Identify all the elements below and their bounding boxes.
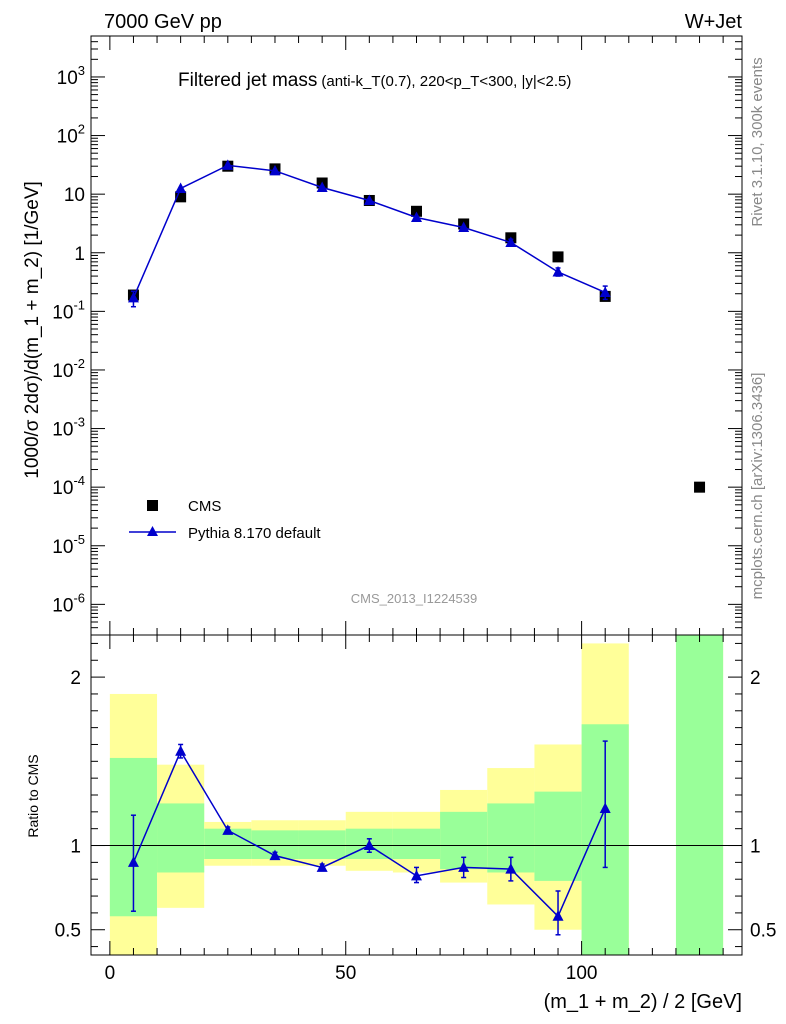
header-left: 7000 GeV pp xyxy=(104,11,222,33)
ratio-ticks: 0.5 0.5 1 1 2 2 0 50 100 xyxy=(55,635,776,984)
ratio-point xyxy=(316,861,328,872)
cms-point xyxy=(552,251,564,263)
legend-marker-mc xyxy=(147,526,158,536)
main-data-marks xyxy=(127,159,706,493)
x-tick-label: 50 xyxy=(335,963,356,984)
x-tick-label: 100 xyxy=(566,963,598,984)
main-y-tick-label: 10-5 xyxy=(52,532,85,558)
legend: CMS Pythia 8.170 default xyxy=(129,498,321,542)
ratio-point xyxy=(269,849,281,861)
pythia-point xyxy=(458,221,470,232)
ratio-point xyxy=(458,861,470,872)
ratio-point xyxy=(175,745,187,756)
ratio-data-marks xyxy=(127,740,611,936)
main-y-tick-label: 10 xyxy=(64,185,85,206)
cms-point xyxy=(411,205,422,217)
legend-label-mc: Pythia 8.170 default xyxy=(188,525,321,542)
ratio-y-tick-label: 1 xyxy=(70,837,81,858)
ratio-y-tick-label: 2 xyxy=(70,668,81,689)
chart-title-main: Filtered jet mass xyxy=(178,70,317,91)
main-y-tick-label: 10-4 xyxy=(52,473,85,499)
pythia-point xyxy=(599,286,611,297)
ratio-band-inner xyxy=(675,635,724,955)
header-right: W+Jet xyxy=(685,11,743,33)
main-y-tick-label: 10-6 xyxy=(52,590,85,616)
ratio-y-tick-label-right: 1 xyxy=(750,837,761,858)
main-y-tick-label: 10-3 xyxy=(52,415,85,441)
pythia-point xyxy=(411,211,422,222)
ratio-band-inner xyxy=(298,830,346,859)
ratio-uncertainty-bands xyxy=(109,635,724,955)
pythia-point xyxy=(222,159,234,170)
legend-label-cms: CMS xyxy=(188,498,221,515)
ratio-band-inner xyxy=(157,803,205,873)
cms-point xyxy=(175,191,187,203)
main-y-tick-label: 10-1 xyxy=(52,297,85,323)
ratio-band-inner xyxy=(534,791,582,881)
ratio-point xyxy=(127,856,139,867)
pythia-line xyxy=(132,164,606,299)
ratio-point xyxy=(599,802,611,813)
side-label-top: Rivet 3.1.10, 300k events xyxy=(749,57,766,226)
ratio-point xyxy=(552,910,564,921)
pythia-point xyxy=(552,265,564,277)
main-y-tick-label: 102 xyxy=(57,122,85,148)
chart-title-detail: (anti-k_T(0.7), 220<p_T<300, |y|<2.5) xyxy=(321,73,571,90)
pythia-point xyxy=(127,291,139,303)
pythia-point xyxy=(269,164,281,176)
main-y-tick-label: 103 xyxy=(57,63,85,89)
ratio-point xyxy=(505,863,517,874)
ratio-y-tick-label-right: 0.5 xyxy=(750,921,776,942)
ratio-y-tick-label: 0.5 xyxy=(55,921,81,942)
ratio-y-tick-label-right: 2 xyxy=(750,668,761,689)
ratio-point xyxy=(222,824,234,835)
watermark-label: CMS_2013_I1224539 xyxy=(351,591,478,606)
ratio-band-inner xyxy=(392,828,441,859)
pythia-point xyxy=(505,236,517,247)
legend-marker-cms xyxy=(147,500,158,511)
ratio-y-axis-label: Ratio to CMS xyxy=(25,754,41,837)
ratio-point xyxy=(363,839,375,851)
pythia-point xyxy=(363,194,375,205)
main-panel-frame xyxy=(90,35,743,636)
x-tick-label: 0 xyxy=(105,963,116,984)
pythia-point xyxy=(175,182,187,193)
x-axis-label: (m_1 + m_2) / 2 [GeV] xyxy=(544,991,742,1013)
main-y-ticks: 10-6 10-5 10-4 10-3 10-2 10-1 1 10 102 103 xyxy=(52,35,742,635)
cms-point xyxy=(694,481,706,493)
chart-title: Filtered jet mass (anti-k_T(0.7), 220<p_T… xyxy=(178,70,571,91)
side-label-bottom: mcplots.cern.ch [arXiv:1306.3436] xyxy=(749,373,766,600)
main-y-tick-label: 10-2 xyxy=(52,356,85,382)
pythia-point xyxy=(316,181,328,192)
ratio-point xyxy=(411,869,422,881)
main-y-tick-label: 1 xyxy=(74,244,85,265)
main-y-axis-label: 1000/σ 2dσ)/d(m_1 + m_2) [1/GeV] xyxy=(22,181,43,479)
